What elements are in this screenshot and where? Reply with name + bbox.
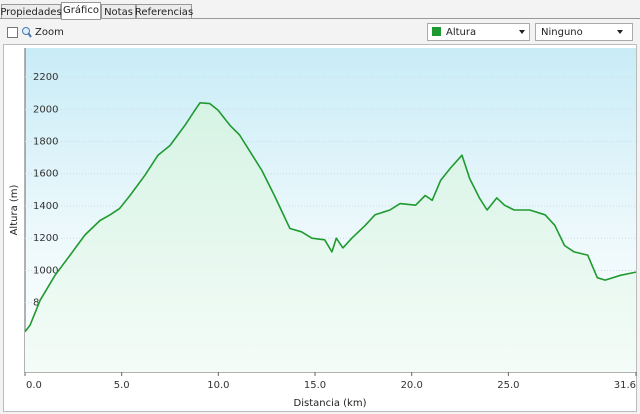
tab[interactable] [136, 4, 192, 19]
x-tick-label: 25.0 [497, 380, 519, 391]
y-tick-label: 1400 [33, 201, 58, 212]
tab[interactable] [1, 4, 61, 19]
x-tick-label: 5.0 [114, 380, 130, 391]
y-tick-label: 1600 [33, 169, 58, 180]
filter-select-label[interactable]: Ninguno [541, 27, 583, 38]
zoom-checkbox[interactable] [7, 27, 18, 38]
y-tick-label: 2000 [33, 104, 58, 115]
x-tick-label: 31.6 [614, 380, 636, 391]
tab-label[interactable]: Notas [104, 7, 133, 18]
y-tick-label: 1000 [33, 265, 58, 276]
series-color [432, 27, 441, 36]
y-axis-label: Altura (m) [9, 184, 20, 235]
tab[interactable] [101, 4, 136, 19]
dropdown-arrow [617, 30, 623, 34]
filter-select[interactable] [535, 23, 633, 41]
series-select[interactable] [427, 23, 530, 41]
series-select-label[interactable]: Altura [446, 27, 476, 38]
zoom-label[interactable]: Zoom [35, 27, 64, 38]
tab-label[interactable]: Referencias [135, 7, 193, 18]
zoom-icon [22, 27, 30, 35]
tab-label[interactable]: Gráfico [63, 4, 99, 16]
tab-label[interactable]: Propiedades [0, 7, 61, 18]
tab-active[interactable] [61, 2, 101, 20]
x-axis-label: Distancia (km) [294, 398, 367, 409]
x-tick-label: 10.0 [207, 380, 229, 391]
y-tick-label: 1200 [33, 233, 58, 244]
area-fill [25, 102, 636, 373]
x-tick-label: 15.0 [304, 380, 326, 391]
x-tick-label: 20.0 [401, 380, 423, 391]
elevation-line [24, 102, 637, 333]
y-tick-label: 2200 [33, 72, 58, 83]
x-tick-label: 0.0 [26, 380, 42, 391]
y-tick-label: 1800 [33, 136, 58, 147]
zoom-icon-handle [27, 32, 32, 38]
dropdown-arrow [519, 30, 525, 34]
